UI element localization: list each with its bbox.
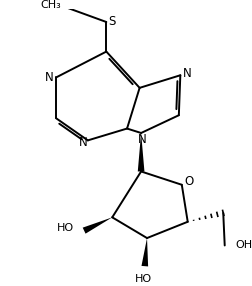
Polygon shape (137, 133, 144, 171)
Text: OH: OH (234, 241, 251, 251)
Text: N: N (79, 136, 87, 149)
Text: N: N (182, 67, 191, 80)
Text: CH₃: CH₃ (40, 0, 61, 10)
Text: N: N (45, 71, 53, 84)
Text: O: O (184, 175, 193, 188)
Text: HO: HO (134, 274, 151, 283)
Polygon shape (82, 217, 112, 234)
Text: S: S (108, 15, 115, 29)
Polygon shape (141, 238, 147, 267)
Text: HO: HO (56, 223, 74, 233)
Text: N: N (138, 133, 146, 146)
